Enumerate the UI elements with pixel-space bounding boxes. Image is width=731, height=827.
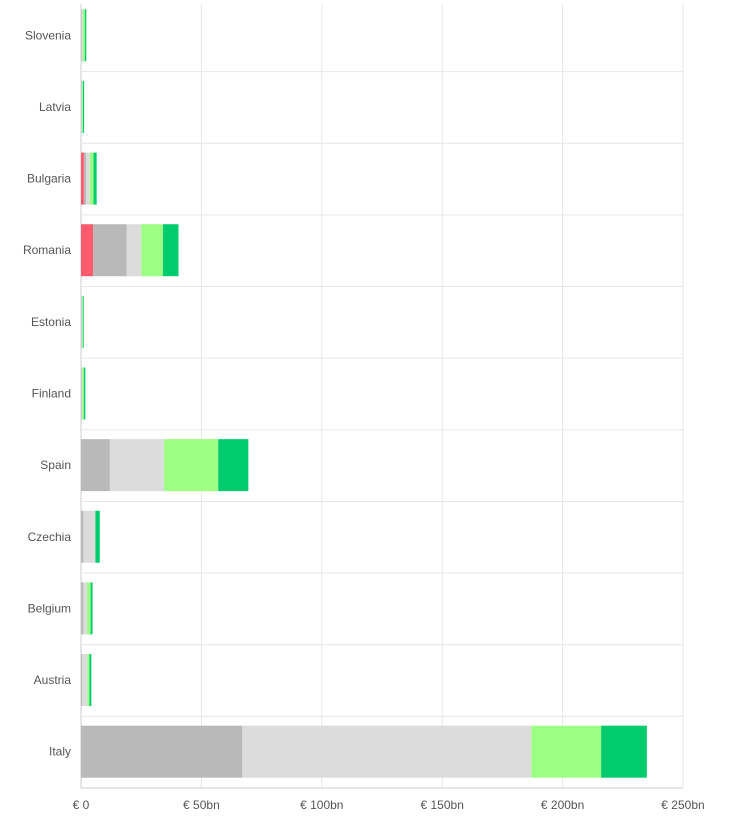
bar-segment bbox=[86, 152, 90, 205]
bar-segment bbox=[81, 654, 83, 707]
category-label: Italy bbox=[49, 745, 71, 759]
bar-segment bbox=[81, 80, 83, 133]
bar-segment bbox=[81, 725, 243, 778]
bar-segment bbox=[531, 725, 602, 778]
bar-segment bbox=[83, 510, 96, 563]
category-label: Estonia bbox=[31, 315, 71, 329]
grid bbox=[80, 4, 684, 789]
bar-segment bbox=[90, 582, 93, 635]
x-tick-label: € 150bn bbox=[421, 798, 464, 812]
bar-segment bbox=[93, 152, 97, 205]
bar-segment bbox=[242, 725, 532, 778]
bar-segment bbox=[81, 80, 82, 133]
category-label: Bulgaria bbox=[27, 172, 71, 186]
bar-segment bbox=[82, 295, 84, 348]
bar-segment bbox=[81, 9, 82, 62]
x-tick-label: € 0 bbox=[73, 798, 90, 812]
category-label: Belgium bbox=[28, 601, 71, 615]
x-tick-label: € 200bn bbox=[541, 798, 584, 812]
bar-segment bbox=[83, 367, 86, 420]
bar-segment bbox=[89, 654, 92, 707]
bar-segment bbox=[82, 367, 84, 420]
x-tick-label: € 250bn bbox=[661, 798, 704, 812]
bar-segment bbox=[82, 295, 84, 348]
bar-segment bbox=[218, 439, 249, 492]
bar-segment bbox=[81, 224, 94, 277]
bar-segment bbox=[81, 295, 83, 348]
bar-segment bbox=[95, 510, 100, 563]
bar-segment bbox=[83, 582, 88, 635]
bars bbox=[81, 9, 647, 778]
bar-segment bbox=[89, 152, 94, 205]
bar-segment bbox=[81, 510, 84, 563]
bar-segment bbox=[82, 654, 88, 707]
category-label: Finland bbox=[32, 387, 71, 401]
x-tick-label: € 50bn bbox=[183, 798, 220, 812]
bar-segment bbox=[82, 80, 85, 133]
bar-segment bbox=[109, 439, 165, 492]
category-label: Austria bbox=[34, 673, 72, 687]
bar-segment bbox=[83, 152, 87, 205]
bar-segment bbox=[93, 224, 127, 277]
bar-segment bbox=[84, 9, 87, 62]
bar-segment bbox=[81, 582, 84, 635]
x-axis-labels: € 0 € 50bn € 100bn € 150bn € 200bn € 250bn bbox=[73, 798, 705, 812]
category-label: Romania bbox=[23, 243, 71, 257]
bar-segment bbox=[82, 80, 84, 133]
category-label: Spain bbox=[40, 458, 71, 472]
bar-segment bbox=[82, 9, 85, 62]
bar-segment bbox=[81, 439, 110, 492]
category-label: Slovenia bbox=[25, 28, 71, 42]
bar-segment bbox=[81, 367, 82, 420]
bar-segment bbox=[601, 725, 647, 778]
bar-segment bbox=[141, 224, 163, 277]
bar-segment bbox=[81, 152, 84, 205]
bar-segment bbox=[81, 367, 83, 420]
bar-segment bbox=[81, 9, 83, 62]
bar-segment bbox=[126, 224, 142, 277]
category-labels: Slovenia Latvia Bulgaria Romania Estonia Finl… bbox=[23, 28, 71, 758]
category-label: Latvia bbox=[39, 100, 71, 114]
bar-segment bbox=[87, 582, 91, 635]
bar-segment bbox=[81, 295, 82, 348]
bar-segment bbox=[162, 224, 179, 277]
category-label: Czechia bbox=[28, 530, 72, 544]
bar-segment bbox=[164, 439, 219, 492]
x-tick-label: € 100bn bbox=[300, 798, 343, 812]
bar-segment bbox=[87, 654, 90, 707]
